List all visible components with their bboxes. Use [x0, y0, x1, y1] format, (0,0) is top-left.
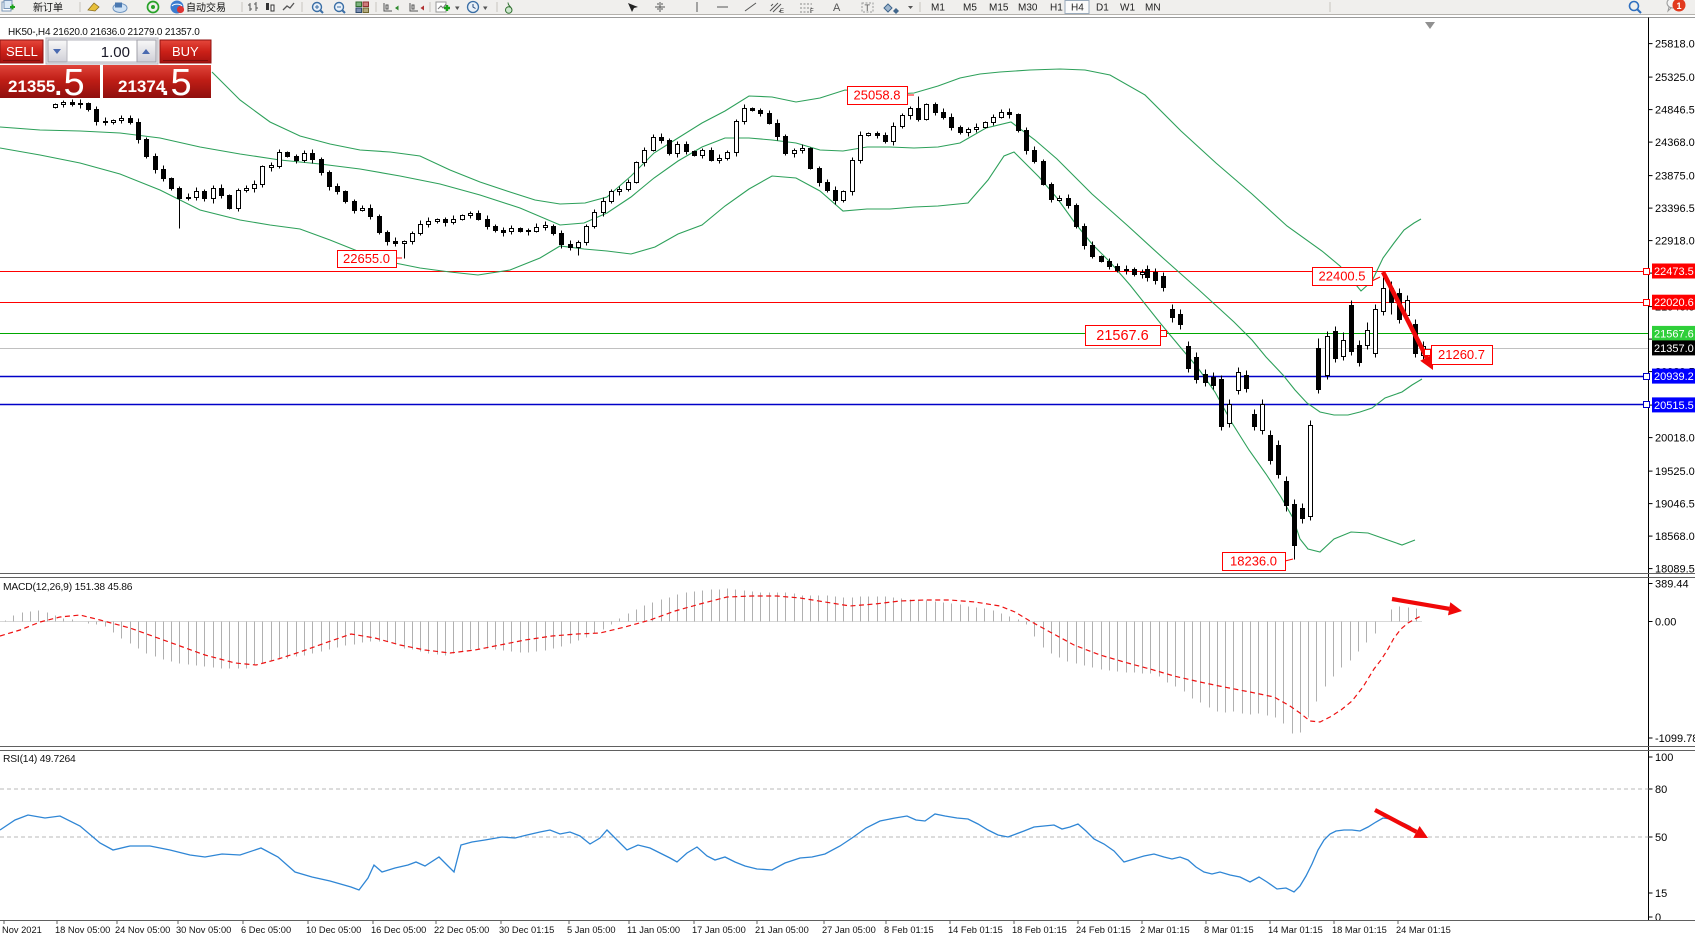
svg-text:14 Mar 01:15: 14 Mar 01:15 [1268, 925, 1323, 935]
svg-text:21567.6: 21567.6 [1096, 328, 1148, 344]
svg-text:18 Mar 01:15: 18 Mar 01:15 [1332, 925, 1387, 935]
svg-text:18 Feb 01:15: 18 Feb 01:15 [1012, 925, 1067, 935]
svg-text:20018.0: 20018.0 [1655, 433, 1695, 445]
svg-text:18236.0: 18236.0 [1230, 554, 1277, 569]
svg-text:14 Feb 01:15: 14 Feb 01:15 [948, 925, 1003, 935]
svg-text:24846.5: 24846.5 [1655, 105, 1695, 117]
svg-text:M15: M15 [989, 3, 1009, 14]
svg-text:20939.2: 20939.2 [1654, 371, 1694, 383]
svg-text:HK50-,H4 21620.0 21636.0 2127: HK50-,H4 21620.0 21636.0 21279.0 21357.0 [8, 27, 200, 38]
svg-text:M1: M1 [931, 3, 945, 14]
svg-text:新订单: 新订单 [33, 1, 63, 14]
svg-text:22 Dec 05:00: 22 Dec 05:00 [434, 925, 489, 935]
svg-text:自动交易: 自动交易 [186, 1, 226, 14]
svg-text:-1099.78: -1099.78 [1655, 733, 1695, 745]
svg-text:389.44: 389.44 [1655, 579, 1689, 591]
svg-text:22400.5: 22400.5 [1319, 269, 1366, 284]
svg-text:27 Jan 05:00: 27 Jan 05:00 [822, 925, 876, 935]
svg-text:5 Jan 05:00: 5 Jan 05:00 [567, 925, 616, 935]
svg-text:22473.5: 22473.5 [1654, 266, 1694, 278]
svg-text:A: A [833, 2, 841, 14]
svg-text:24 Feb 01:15: 24 Feb 01:15 [1076, 925, 1131, 935]
svg-text:H4: H4 [1071, 3, 1084, 14]
svg-text:30 Nov 05:00: 30 Nov 05:00 [176, 925, 231, 935]
svg-text:24 Nov 05:00: 24 Nov 05:00 [115, 925, 170, 935]
svg-text:25058.8: 25058.8 [854, 88, 901, 103]
svg-text:21 Jan 05:00: 21 Jan 05:00 [755, 925, 809, 935]
svg-text:15: 15 [1655, 888, 1667, 900]
svg-text:T: T [865, 3, 871, 13]
svg-text:MN: MN [1145, 3, 1161, 14]
svg-text:18568.0: 18568.0 [1655, 531, 1695, 543]
svg-text:H1: H1 [1050, 3, 1063, 14]
svg-text:30 Dec 01:15: 30 Dec 01:15 [499, 925, 554, 935]
svg-text:8 Mar 01:15: 8 Mar 01:15 [1204, 925, 1254, 935]
svg-text:24368.0: 24368.0 [1655, 137, 1695, 149]
svg-text:0: 0 [1655, 912, 1661, 924]
svg-text:80: 80 [1655, 784, 1667, 796]
svg-text:Nov 2021: Nov 2021 [2, 925, 42, 935]
svg-text:22655.0: 22655.0 [343, 251, 390, 266]
svg-text:24 Mar 01:15: 24 Mar 01:15 [1396, 925, 1451, 935]
svg-text:21357.0: 21357.0 [1654, 343, 1694, 355]
svg-text:SELL: SELL [6, 44, 38, 59]
svg-text:RSI(14) 49.7264: RSI(14) 49.7264 [3, 754, 76, 765]
svg-text:.5: .5 [53, 62, 85, 104]
svg-text:D1: D1 [1096, 3, 1109, 14]
svg-text:16 Dec 05:00: 16 Dec 05:00 [371, 925, 426, 935]
svg-text:23396.5: 23396.5 [1655, 203, 1695, 215]
svg-text:50: 50 [1655, 832, 1667, 844]
svg-text:17 Jan 05:00: 17 Jan 05:00 [692, 925, 746, 935]
svg-text:19525.0: 19525.0 [1655, 466, 1695, 478]
svg-text:M30: M30 [1018, 3, 1038, 14]
svg-text:22918.0: 22918.0 [1655, 236, 1695, 248]
svg-text:F: F [810, 9, 814, 15]
svg-text:10 Dec 05:00: 10 Dec 05:00 [306, 925, 361, 935]
svg-text:W1: W1 [1120, 3, 1135, 14]
svg-text:BUY: BUY [172, 44, 199, 59]
svg-text:1.00: 1.00 [101, 44, 130, 61]
svg-text:0.00: 0.00 [1655, 617, 1676, 629]
svg-text:1: 1 [1677, 1, 1682, 11]
svg-text:M5: M5 [963, 3, 977, 14]
svg-text:6 Dec 05:00: 6 Dec 05:00 [241, 925, 291, 935]
svg-text:21260.7: 21260.7 [1438, 347, 1485, 362]
svg-text:25818.0: 25818.0 [1655, 39, 1695, 51]
svg-text:21374: 21374 [118, 77, 166, 96]
svg-text:21355: 21355 [8, 77, 55, 96]
svg-text:20515.5: 20515.5 [1654, 400, 1694, 412]
svg-text:18 Nov 05:00: 18 Nov 05:00 [55, 925, 110, 935]
svg-text:8 Feb 01:15: 8 Feb 01:15 [884, 925, 934, 935]
svg-text:E: E [780, 9, 784, 15]
svg-text:18089.5: 18089.5 [1655, 564, 1695, 576]
svg-text:.5: .5 [160, 62, 192, 104]
svg-text:11 Jan 05:00: 11 Jan 05:00 [627, 925, 680, 935]
svg-text:19046.5: 19046.5 [1655, 499, 1695, 511]
svg-text:22020.6: 22020.6 [1654, 297, 1694, 309]
svg-text:100: 100 [1655, 752, 1673, 764]
svg-text:2 Mar 01:15: 2 Mar 01:15 [1140, 925, 1190, 935]
svg-text:25325.0: 25325.0 [1655, 72, 1695, 84]
svg-text:MACD(12,26,9) 151.38 45.86: MACD(12,26,9) 151.38 45.86 [3, 582, 133, 593]
svg-text:21567.6: 21567.6 [1654, 328, 1694, 340]
svg-text:23875.0: 23875.0 [1655, 171, 1695, 183]
